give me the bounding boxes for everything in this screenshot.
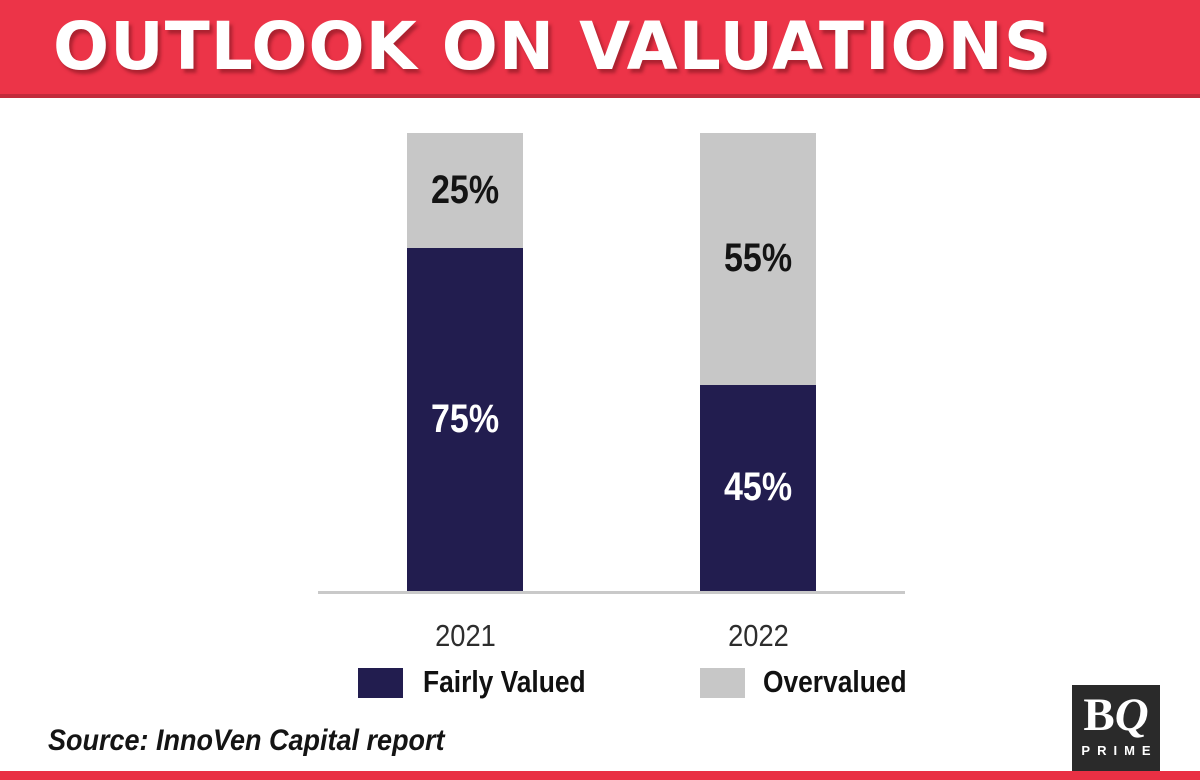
bar-2021-overvalued-value-label: 25% — [430, 167, 500, 212]
bar-2021-overvalued-segment: 25% — [407, 133, 523, 248]
bar-2022-overvalued-value-label: 55% — [723, 236, 793, 281]
legend-label-fairly-valued: Fairly Valued — [423, 664, 586, 699]
bottom-accent-strip — [0, 771, 1200, 780]
x-axis-label-2022: 2022 — [700, 618, 816, 654]
x-axis-label-2021: 2021 — [407, 618, 523, 654]
legend-label-overvalued: Overvalued — [763, 664, 907, 699]
bq-logo-letter-q: Q — [1114, 689, 1149, 741]
bar-2021-fairly-valued-value-label: 75% — [430, 396, 500, 441]
legend-swatch-overvalued — [700, 668, 745, 698]
source-attribution: Source: InnoVen Capital report — [48, 724, 445, 757]
bar-2022-fairly-valued-value-label: 45% — [723, 465, 793, 510]
bq-logo-subtext: PRIME — [1081, 743, 1158, 758]
header-banner: OUTLOOK ON VALUATIONS — [0, 0, 1200, 98]
bq-prime-logo: BQ PRIME — [1072, 685, 1160, 772]
x-axis-label-2021-text: 2021 — [434, 618, 496, 653]
bar-2021: 25% 75% — [407, 133, 523, 591]
bar-2022-overvalued-segment: 55% — [700, 133, 816, 385]
bar-2022: 55% 45% — [700, 133, 816, 591]
bar-2021-fairly-valued-segment: 75% — [407, 247, 523, 591]
bq-logo-mark: BQ — [1072, 690, 1160, 740]
legend-swatch-fairly-valued — [358, 668, 403, 698]
bar-2022-fairly-valued-segment: 45% — [700, 384, 816, 591]
page-title: OUTLOOK ON VALUATIONS — [53, 8, 1053, 85]
x-axis-line — [318, 591, 905, 594]
bq-logo-letter-b: B — [1083, 689, 1115, 741]
x-axis-label-2022-text: 2022 — [727, 618, 789, 653]
